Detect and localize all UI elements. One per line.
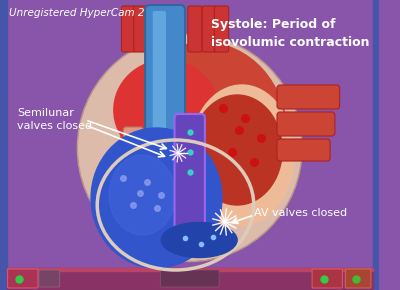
Ellipse shape — [161, 222, 237, 258]
FancyBboxPatch shape — [174, 114, 205, 234]
Ellipse shape — [109, 155, 176, 235]
FancyBboxPatch shape — [277, 139, 330, 161]
FancyBboxPatch shape — [312, 269, 342, 288]
Ellipse shape — [121, 43, 287, 227]
FancyBboxPatch shape — [8, 269, 38, 288]
Bar — [0, 0, 7, 290]
FancyBboxPatch shape — [214, 6, 229, 52]
FancyBboxPatch shape — [160, 270, 219, 287]
FancyBboxPatch shape — [145, 5, 185, 190]
FancyBboxPatch shape — [134, 6, 148, 52]
Bar — [7, 268, 373, 271]
Text: AV valves closed: AV valves closed — [254, 208, 347, 218]
FancyBboxPatch shape — [345, 269, 371, 288]
FancyBboxPatch shape — [153, 11, 166, 180]
FancyBboxPatch shape — [277, 112, 335, 136]
Ellipse shape — [192, 95, 282, 205]
FancyBboxPatch shape — [122, 6, 136, 52]
FancyBboxPatch shape — [277, 85, 340, 109]
Ellipse shape — [190, 85, 294, 225]
FancyBboxPatch shape — [202, 6, 216, 52]
Ellipse shape — [78, 35, 301, 260]
Text: Semilunar
valves closed: Semilunar valves closed — [17, 108, 92, 131]
Text: Systole: Period of
isovolumic contraction: Systole: Period of isovolumic contractio… — [210, 18, 369, 49]
Ellipse shape — [114, 60, 218, 160]
FancyBboxPatch shape — [123, 127, 143, 158]
Bar — [7, 268, 373, 290]
FancyBboxPatch shape — [39, 270, 60, 287]
Text: Unregistered HyperCam 2: Unregistered HyperCam 2 — [10, 8, 145, 18]
Ellipse shape — [91, 128, 222, 268]
Bar — [373, 0, 380, 290]
FancyBboxPatch shape — [188, 6, 202, 52]
